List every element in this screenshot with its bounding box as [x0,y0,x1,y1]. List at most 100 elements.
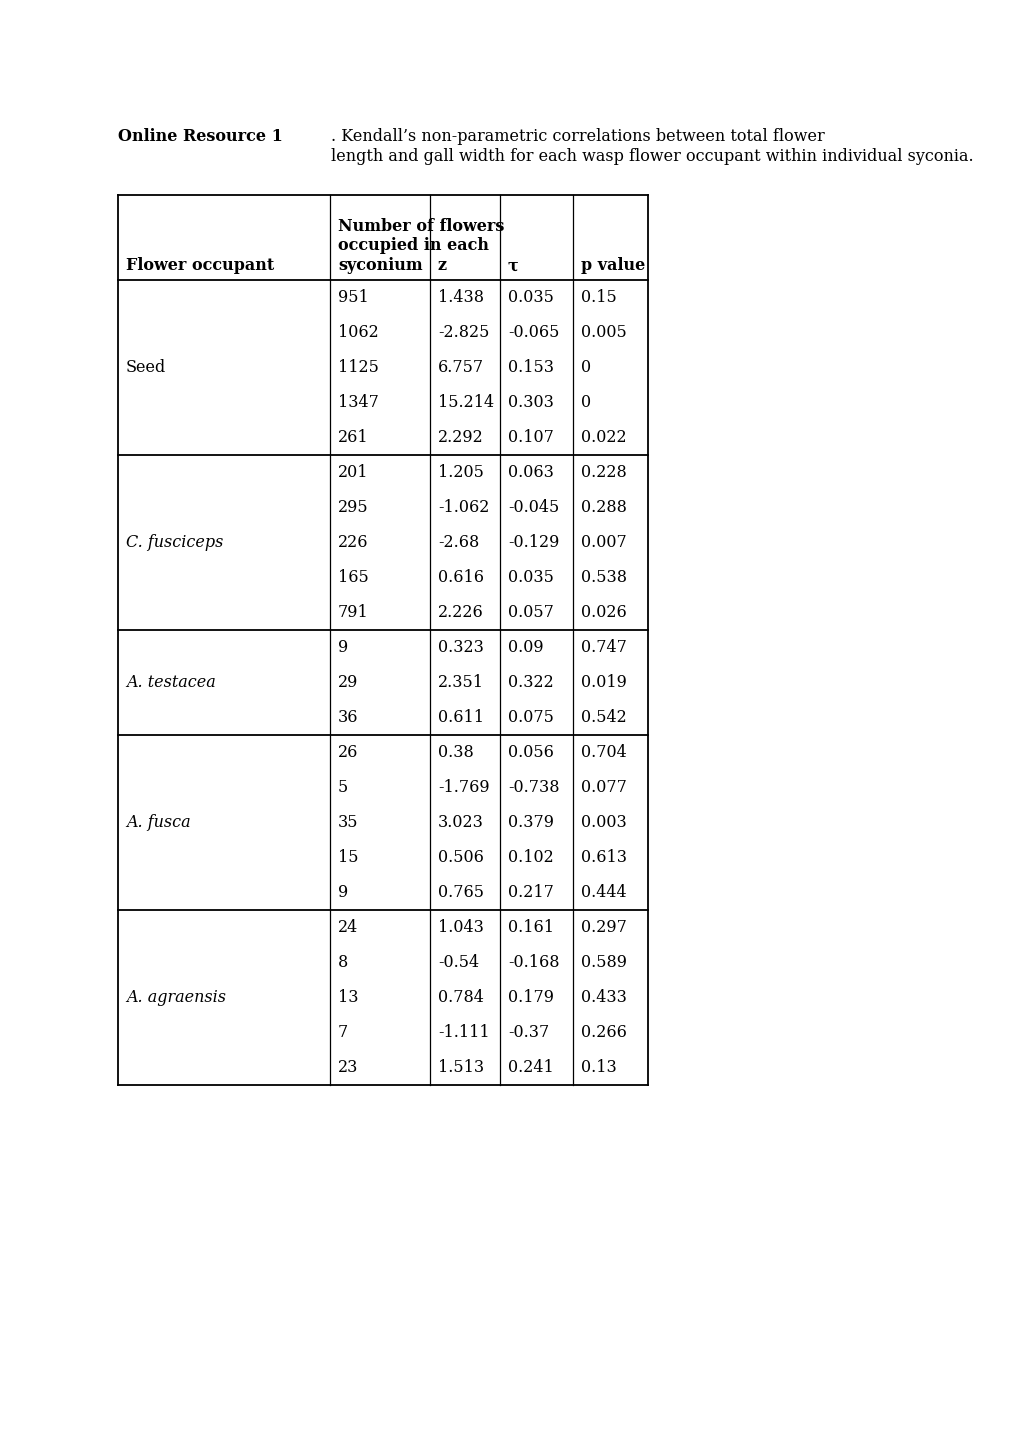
Text: 0.266: 0.266 [581,1025,627,1040]
Text: 0: 0 [581,359,591,377]
Text: 0.704: 0.704 [581,745,626,760]
Text: 1.438: 1.438 [437,289,484,306]
Text: 9: 9 [337,885,347,900]
Text: 1347: 1347 [337,394,378,411]
Text: 0.765: 0.765 [437,885,484,900]
Text: 0.022: 0.022 [581,429,626,446]
Text: 261: 261 [337,429,368,446]
Text: 0.38: 0.38 [437,745,473,760]
Text: 0.003: 0.003 [581,814,626,831]
Text: -1.062: -1.062 [437,499,489,517]
Text: 1.205: 1.205 [437,465,483,481]
Text: 29: 29 [337,674,358,691]
Text: -0.168: -0.168 [507,954,559,971]
Text: 0.288: 0.288 [581,499,627,517]
Text: 0.107: 0.107 [507,429,553,446]
Text: Online Resource 1: Online Resource 1 [118,128,282,144]
Text: 0.297: 0.297 [581,919,627,937]
Text: 7: 7 [337,1025,347,1040]
Text: 0.035: 0.035 [507,569,553,586]
Text: 1.513: 1.513 [437,1059,484,1076]
Text: 6.757: 6.757 [437,359,484,377]
Text: 0.161: 0.161 [507,919,553,937]
Text: -1.111: -1.111 [437,1025,489,1040]
Text: -2.68: -2.68 [437,534,479,551]
Text: 0.056: 0.056 [507,745,553,760]
Text: 0.09: 0.09 [507,639,543,657]
Text: 0.784: 0.784 [437,988,483,1006]
Text: 0.15: 0.15 [581,289,616,306]
Text: 0.019: 0.019 [581,674,627,691]
Text: p value: p value [581,257,645,274]
Text: 15: 15 [337,848,358,866]
Text: 165: 165 [337,569,369,586]
Text: -0.54: -0.54 [437,954,479,971]
Text: Seed: Seed [126,359,166,377]
Text: 0.747: 0.747 [581,639,627,657]
Text: 0.611: 0.611 [437,709,484,726]
Text: 2.351: 2.351 [437,674,484,691]
Text: 2.226: 2.226 [437,605,483,620]
Text: 0.323: 0.323 [437,639,483,657]
Text: 9: 9 [337,639,347,657]
Text: 0.077: 0.077 [581,779,627,797]
Text: 0.026: 0.026 [581,605,626,620]
Text: 0.433: 0.433 [581,988,627,1006]
Text: C. fusciceps: C. fusciceps [126,534,223,551]
Text: . Kendall’s non-parametric correlations between total flower
length and gall wid: . Kendall’s non-parametric correlations … [330,128,972,165]
Text: 0.228: 0.228 [581,465,626,481]
Text: 0.506: 0.506 [437,848,483,866]
Text: 0.217: 0.217 [507,885,553,900]
Text: 5: 5 [337,779,347,797]
Text: 0.542: 0.542 [581,709,626,726]
Text: -1.769: -1.769 [437,779,489,797]
Text: 1062: 1062 [337,325,378,341]
Text: 15.214: 15.214 [437,394,493,411]
Text: 0.102: 0.102 [507,848,553,866]
Text: 24: 24 [337,919,358,937]
Text: 0.153: 0.153 [507,359,553,377]
Text: 23: 23 [337,1059,358,1076]
Text: 0.179: 0.179 [507,988,553,1006]
Text: 0.007: 0.007 [581,534,626,551]
Text: -0.738: -0.738 [507,779,559,797]
Text: 0.616: 0.616 [437,569,484,586]
Text: 951: 951 [337,289,369,306]
Text: -0.045: -0.045 [507,499,558,517]
Text: 0.538: 0.538 [581,569,627,586]
Text: A. agraensis: A. agraensis [126,988,226,1006]
Text: -0.065: -0.065 [507,325,558,341]
Text: 791: 791 [337,605,369,620]
Text: 3.023: 3.023 [437,814,483,831]
Text: 0.241: 0.241 [507,1059,553,1076]
Text: 0.444: 0.444 [581,885,626,900]
Text: 0.005: 0.005 [581,325,626,341]
Text: -0.129: -0.129 [507,534,558,551]
Text: Number of flowers
occupied in each
syconium: Number of flowers occupied in each sycon… [337,218,503,274]
Text: 201: 201 [337,465,368,481]
Text: 26: 26 [337,745,358,760]
Text: 0.063: 0.063 [507,465,553,481]
Text: 0.057: 0.057 [507,605,553,620]
Text: 8: 8 [337,954,347,971]
Text: A. fusca: A. fusca [126,814,191,831]
Text: 0.589: 0.589 [581,954,627,971]
Text: 0.379: 0.379 [507,814,553,831]
Text: 295: 295 [337,499,368,517]
Text: 1.043: 1.043 [437,919,483,937]
Text: 0.303: 0.303 [507,394,553,411]
Text: A. testacea: A. testacea [126,674,216,691]
Text: 0.035: 0.035 [507,289,553,306]
Text: 0.13: 0.13 [581,1059,616,1076]
Text: 0: 0 [581,394,591,411]
Text: 13: 13 [337,988,358,1006]
Text: 226: 226 [337,534,368,551]
Text: z: z [437,257,446,274]
Text: -2.825: -2.825 [437,325,489,341]
Text: τ: τ [507,257,519,274]
Text: Flower occupant: Flower occupant [126,257,274,274]
Text: 35: 35 [337,814,358,831]
Text: 0.075: 0.075 [507,709,553,726]
Text: 0.322: 0.322 [507,674,553,691]
Text: 36: 36 [337,709,358,726]
